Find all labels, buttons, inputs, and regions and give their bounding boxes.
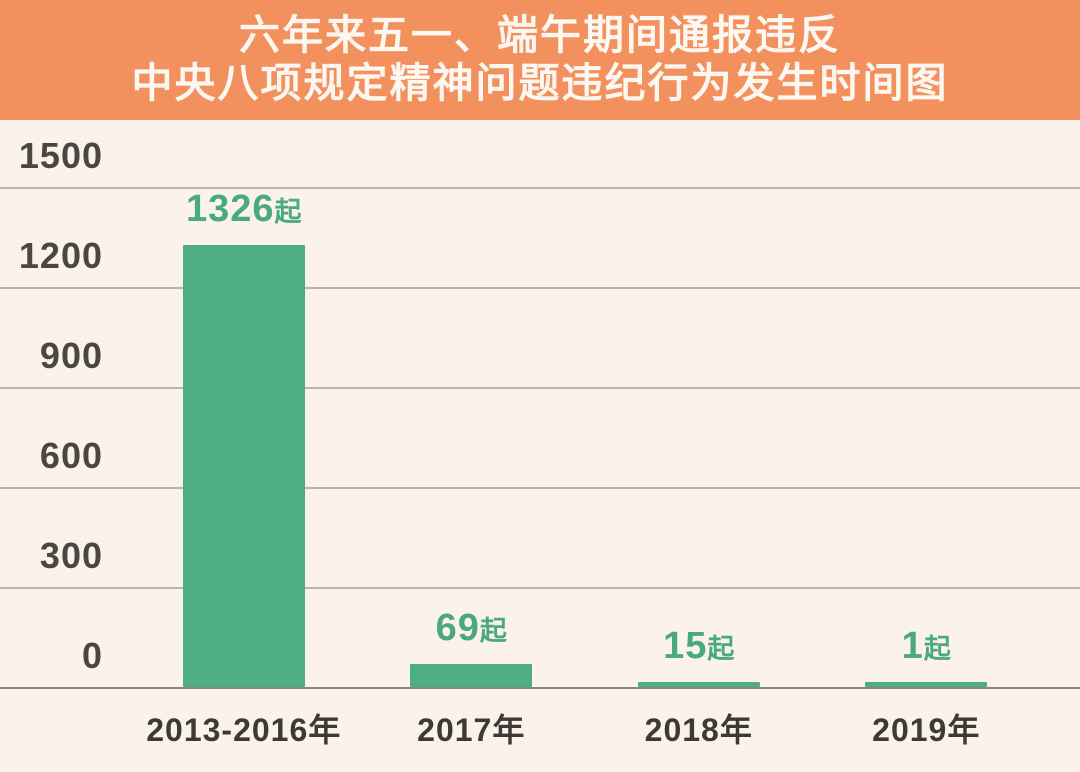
y-axis-tick-label: 600 bbox=[39, 435, 103, 476]
x-axis-category-label: 2018年 bbox=[644, 712, 753, 748]
gridline bbox=[0, 187, 1080, 189]
y-axis-tick-label: 300 bbox=[39, 535, 103, 576]
x-axis-category-label: 2019年 bbox=[872, 712, 981, 748]
bar bbox=[865, 682, 988, 687]
gridline bbox=[0, 487, 1080, 489]
gridline bbox=[0, 387, 1080, 389]
bar-value-number: 1326 bbox=[185, 188, 275, 230]
y-axis-tick-label: 1500 bbox=[18, 135, 103, 176]
bar-value-number: 69 bbox=[435, 607, 480, 649]
chart-title-line2: 中央八项规定精神问题违纪行为发生时间图 bbox=[131, 60, 949, 106]
bar-value-suffix: 起 bbox=[274, 197, 302, 227]
bar-value-label: 1326起 bbox=[94, 188, 394, 231]
y-axis-tick-label: 1200 bbox=[18, 235, 103, 276]
bar-value-suffix: 起 bbox=[479, 616, 507, 646]
bar bbox=[410, 664, 533, 687]
bar-value-suffix: 起 bbox=[707, 634, 735, 664]
y-axis-tick-label: 900 bbox=[39, 335, 103, 376]
bar-value-number: 1 bbox=[901, 625, 924, 667]
x-axis-baseline bbox=[0, 687, 1080, 689]
chart-title-line1: 六年来五一、端午期间通报违反 bbox=[239, 12, 841, 59]
x-axis-category-label: 2013-2016年 bbox=[146, 712, 342, 748]
bar-value-label: 1起 bbox=[776, 625, 1076, 668]
chart-title-banner: 六年来五一、端午期间通报违反 中央八项规定精神问题违纪行为发生时间图 bbox=[0, 0, 1080, 120]
bar bbox=[182, 245, 305, 687]
bar-value-label: 69起 bbox=[321, 607, 621, 650]
bar-chart-plot-area: 1500 1200 900 600 300 0 1326起 2013-2016年 69起 2017… bbox=[0, 120, 1080, 772]
bar-value-suffix: 起 bbox=[923, 634, 951, 664]
gridline bbox=[0, 587, 1080, 589]
y-axis-tick-label: 0 bbox=[81, 635, 103, 676]
gridline bbox=[0, 287, 1080, 289]
x-axis-category-label: 2017年 bbox=[417, 712, 526, 748]
bar-value-label: 15起 bbox=[549, 625, 849, 668]
bar bbox=[637, 682, 760, 687]
bar-value-number: 15 bbox=[663, 625, 708, 667]
